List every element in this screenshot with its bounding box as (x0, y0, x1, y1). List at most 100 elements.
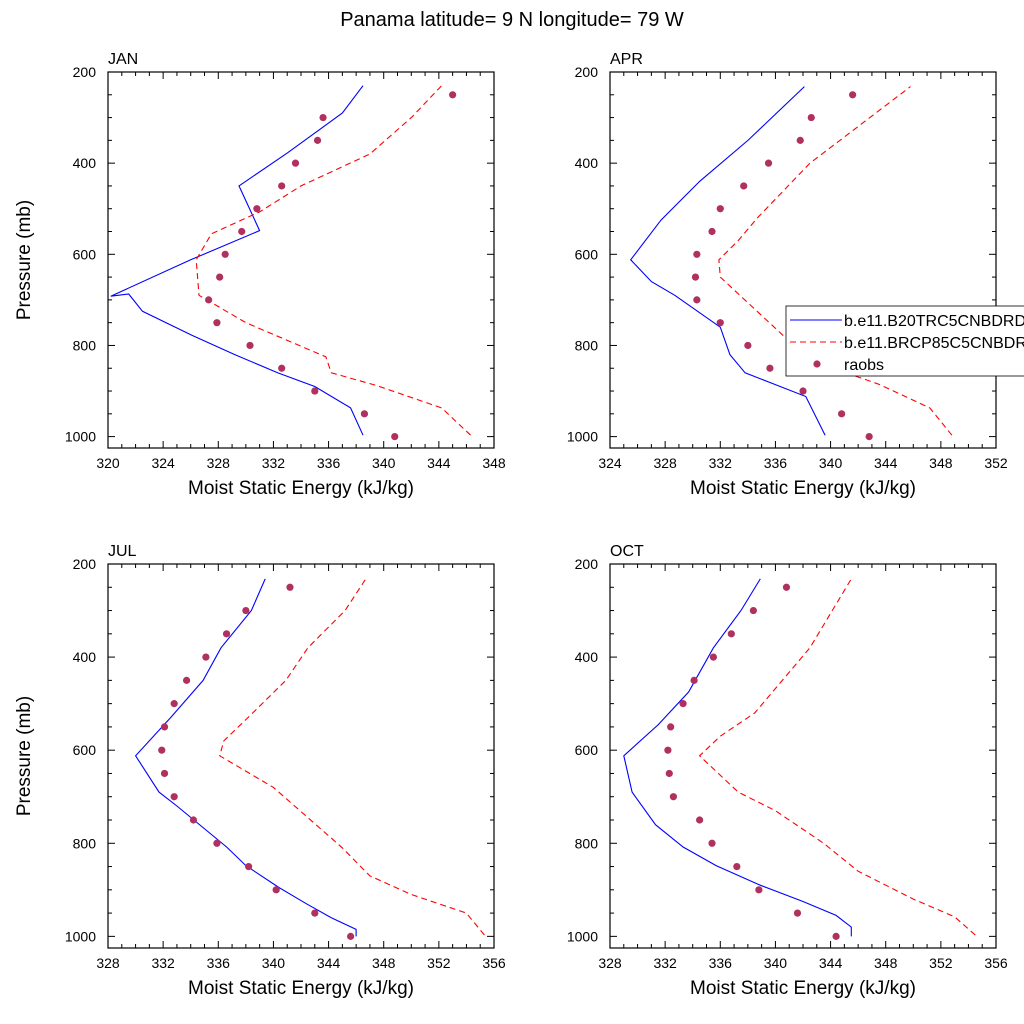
y-tick-label: 600 (575, 246, 599, 262)
legend: b.e11.B20TRC5CNBDRD b.e11.BRCP85C5CNBDRD r… (785, 305, 1024, 377)
raobs-point (832, 932, 840, 940)
x-tick-label: 332 (709, 455, 733, 471)
x-tick-label: 340 (372, 455, 396, 471)
raobs-point (449, 91, 457, 99)
x-tick-label: 328 (653, 455, 677, 471)
raobs-point (213, 839, 221, 847)
legend-label: raobs (844, 357, 884, 374)
x-tick-label: 340 (262, 955, 286, 971)
y-tick-label: 200 (73, 64, 97, 80)
x-tick-label: 348 (372, 955, 396, 971)
raobs-point (202, 653, 210, 661)
x-tick-label: 344 (874, 455, 898, 471)
x-tick-label: 336 (207, 955, 231, 971)
x-tick-label: 332 (151, 955, 175, 971)
x-tick-label: 336 (709, 955, 733, 971)
legend-raobs-marker (813, 360, 821, 368)
raobs-point (253, 205, 261, 213)
raobs-point (669, 793, 678, 801)
panel-jul: JUL 328 332 336 340 344 348 352 356 200 400 600 800 1… (14, 543, 506, 999)
raobs-point (160, 769, 169, 778)
raobs-point (740, 182, 748, 190)
y-tick-label: 1000 (567, 928, 598, 944)
y-tick-label: 800 (73, 835, 97, 851)
raobs-point (222, 630, 231, 638)
series-line-b20trc5cnbdrd (623, 578, 852, 937)
y-tick-label: 800 (73, 337, 97, 353)
raobs-point (182, 676, 191, 684)
series-line-brcp85c5cnbdrd (698, 578, 976, 936)
x-tick-label: 348 (874, 955, 898, 971)
legend-box (785, 305, 1024, 377)
raobs-point (693, 296, 701, 304)
raobs-point (170, 793, 178, 801)
x-tick-label: 328 (207, 455, 231, 471)
panel-jan: JAN 320 324 328 332 336 340 344 348 200 400 600 800 1… (14, 51, 506, 499)
raobs-point (313, 136, 322, 144)
raobs-point (245, 862, 253, 871)
raobs-point (278, 364, 286, 372)
raobs-point (189, 816, 198, 824)
figure-title: Panama latitude= 9 N longitude= 79 W (340, 9, 684, 31)
x-tick-label: 324 (598, 455, 622, 471)
raobs-point (311, 387, 319, 395)
panel-label: APR (610, 51, 643, 68)
panel-label: OCT (610, 543, 644, 560)
raobs-point (716, 205, 724, 213)
y-tick-label: 800 (575, 337, 599, 353)
y-tick-label: 1000 (65, 928, 96, 944)
series-line-brcp85c5cnbdrd (718, 86, 953, 436)
x-tick-label: 336 (317, 455, 341, 471)
raobs-point (782, 583, 791, 591)
y-tick-label: 200 (73, 556, 97, 572)
raobs-point (246, 341, 254, 350)
series-line-b20trc5cnbdrd (629, 86, 826, 436)
x-axis-label: Moist Static Energy (kJ/kg) (690, 478, 916, 499)
x-tick-label: 348 (929, 455, 953, 471)
raobs-point (865, 433, 873, 441)
x-tick-label: 332 (653, 955, 677, 971)
x-tick-label: 356 (482, 955, 506, 971)
x-tick-label: 328 (598, 955, 622, 971)
raobs-point (849, 91, 857, 99)
series-line-brcp85c5cnbdrd (219, 578, 485, 936)
raobs-point (755, 886, 763, 894)
x-tick-label: 320 (96, 455, 120, 471)
raobs-point (205, 296, 213, 304)
raobs-point (160, 723, 169, 731)
y-tick-label: 400 (575, 649, 599, 665)
raobs-point (793, 909, 802, 917)
raobs-point (665, 769, 673, 778)
raobs-point (744, 341, 752, 350)
x-tick-label: 352 (427, 955, 451, 971)
y-tick-label: 400 (73, 155, 97, 171)
raobs-point (691, 273, 700, 281)
y-tick-label: 1000 (65, 429, 96, 445)
raobs-point (286, 583, 294, 591)
raobs-point (158, 746, 166, 754)
y-tick-label: 600 (73, 246, 97, 262)
raobs-point (278, 182, 286, 190)
raobs-point (799, 387, 807, 395)
x-tick-label: 332 (262, 455, 286, 471)
raobs-point (766, 364, 774, 372)
y-tick-label: 400 (73, 649, 97, 665)
raobs-point (664, 746, 672, 754)
raobs-point (319, 113, 327, 122)
raobs-point (238, 227, 246, 236)
raobs-point (391, 433, 399, 441)
raobs-point (360, 410, 369, 418)
y-tick-label: 400 (575, 155, 599, 171)
raobs-point (733, 862, 741, 871)
y-axis-label: Pressure (mb) (14, 696, 35, 816)
raobs-point (716, 319, 724, 327)
panel-apr: APR 324 328 332 336 340 344 348 352 200 400 600 800 1… (567, 51, 1008, 499)
x-tick-label: 324 (151, 455, 175, 471)
raobs-point (690, 676, 698, 684)
raobs-point (213, 319, 221, 327)
x-axis-label: Moist Static Energy (kJ/kg) (188, 978, 414, 999)
raobs-point (749, 606, 757, 615)
y-tick-label: 800 (575, 835, 599, 851)
series-line-b20trc5cnbdrd (134, 578, 357, 937)
